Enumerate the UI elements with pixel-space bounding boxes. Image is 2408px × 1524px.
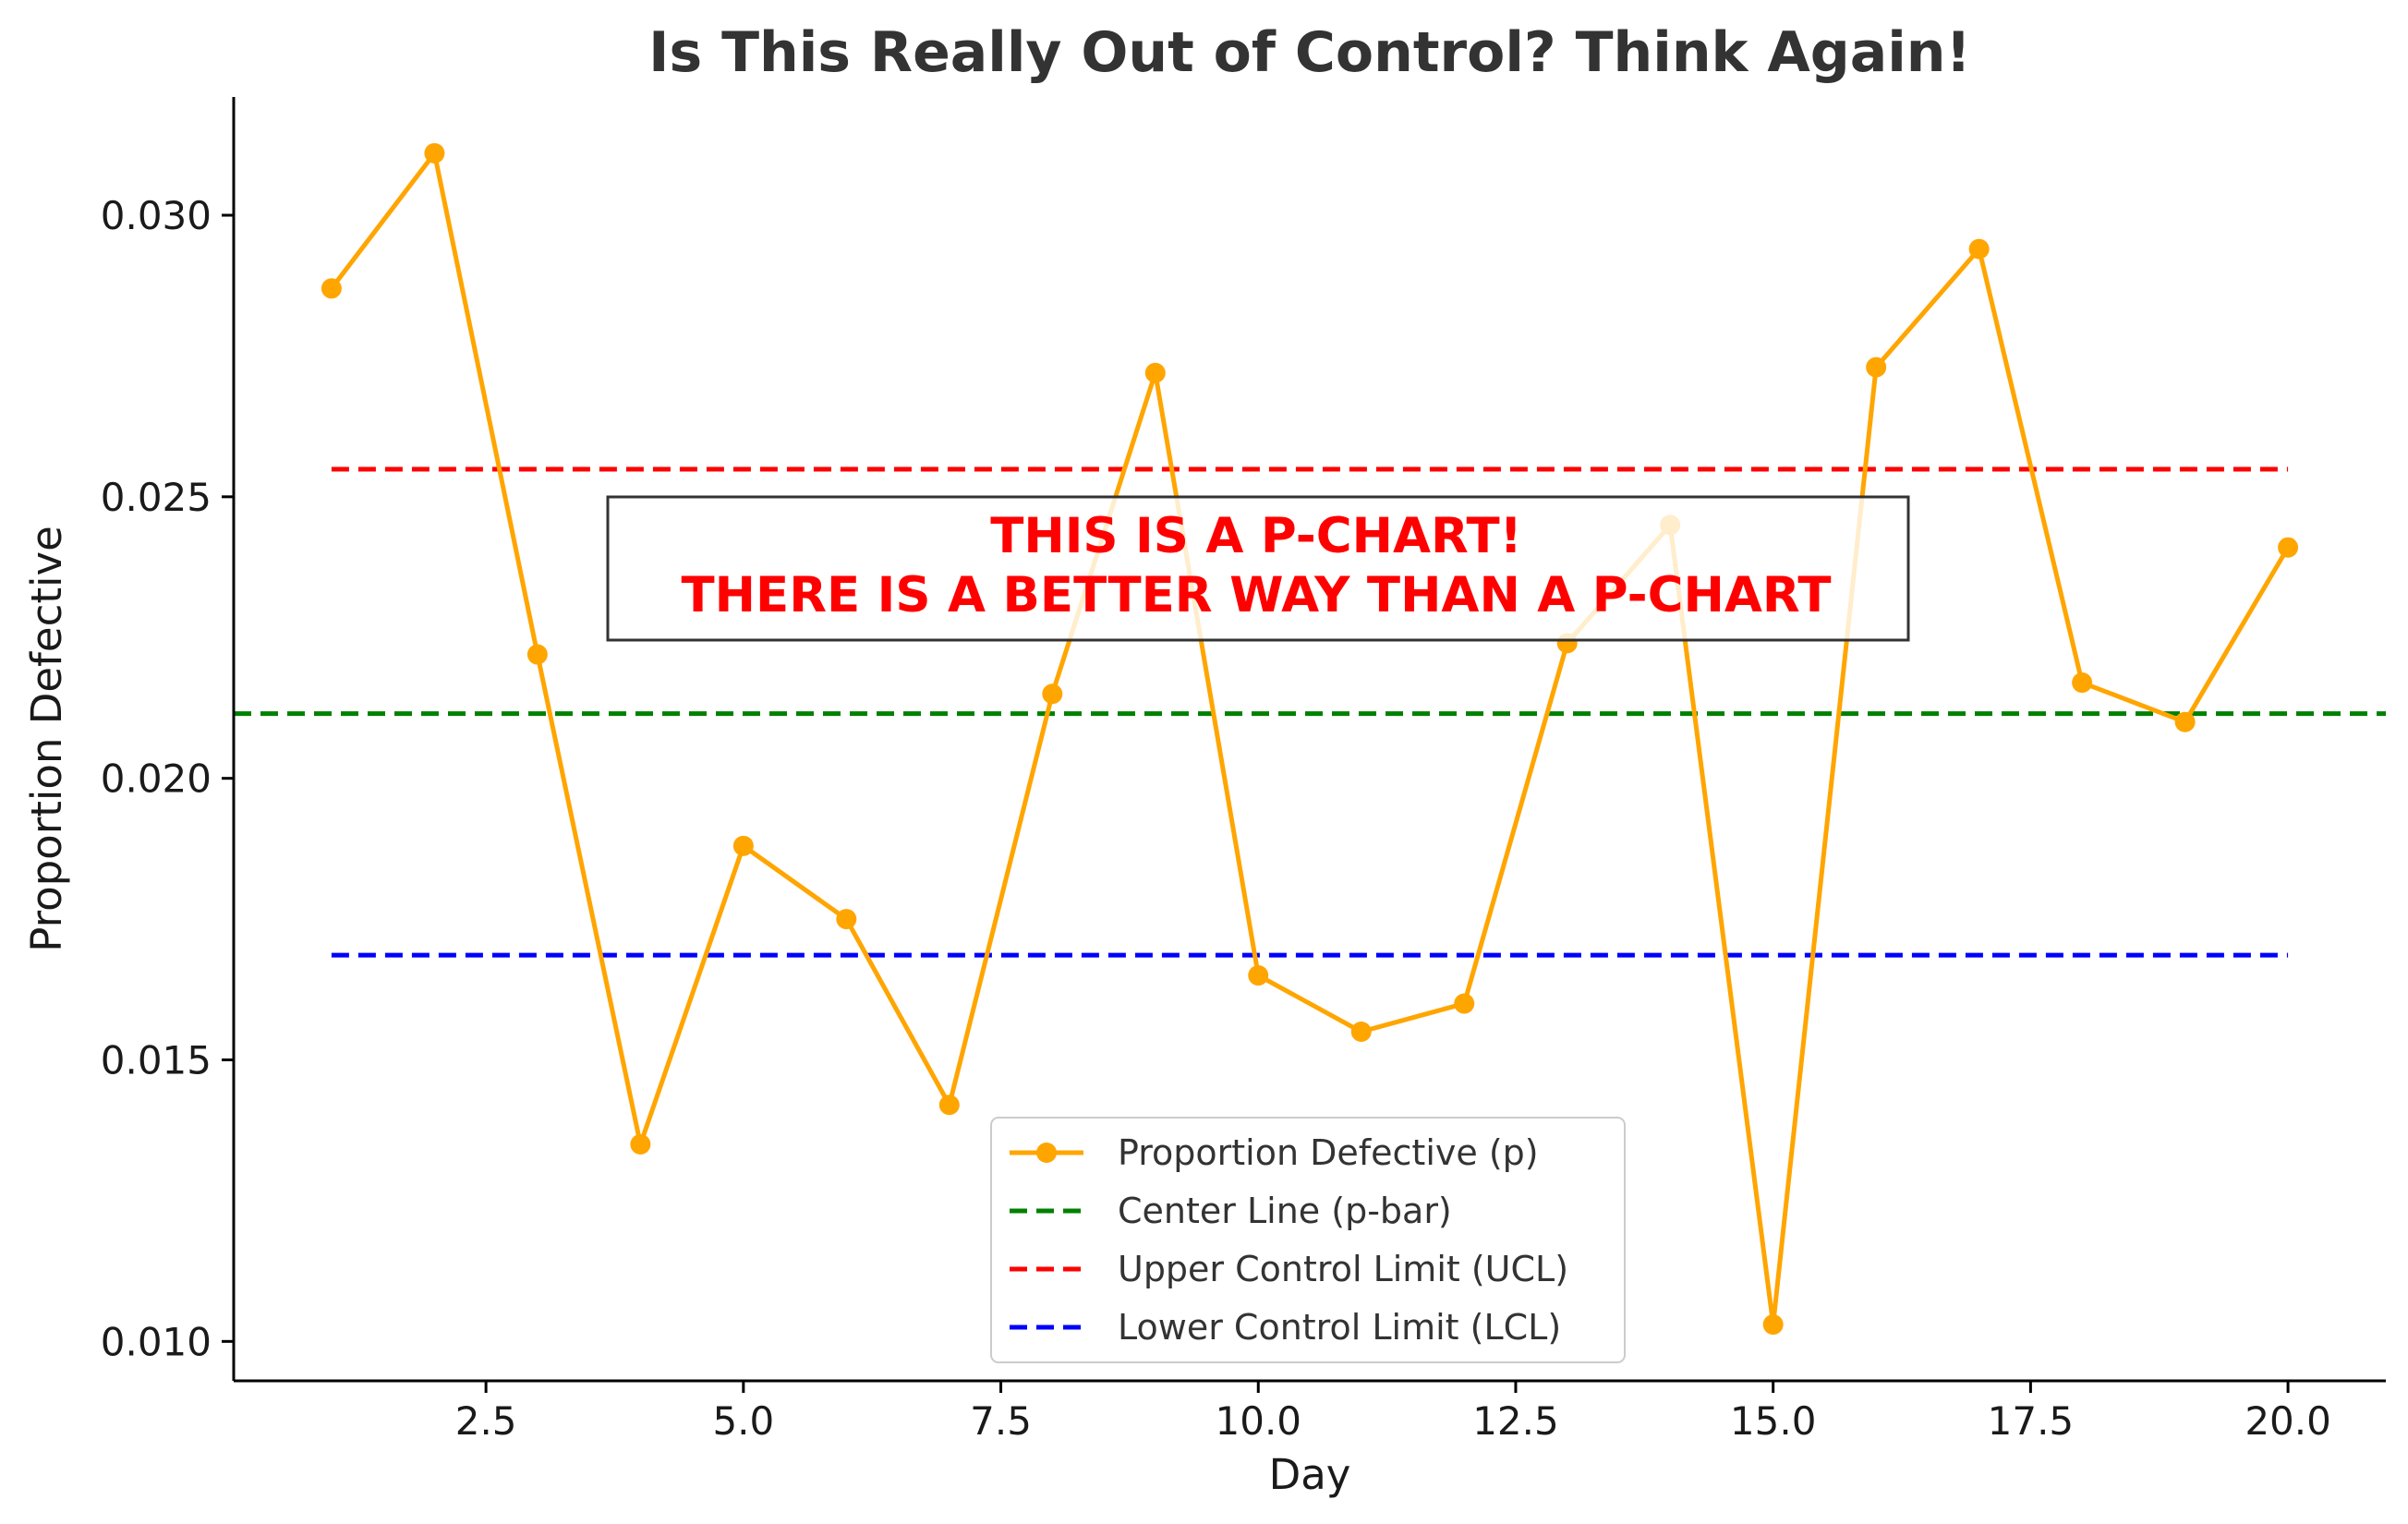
x-tick-label: 20.0 [2245, 1398, 2331, 1444]
data-point-day-7 [938, 1095, 960, 1116]
x-tick-label: 7.5 [970, 1398, 1032, 1444]
legend-label: Upper Control Limit (UCL) [1118, 1249, 1568, 1289]
x-tick-label: 10.0 [1216, 1398, 1302, 1444]
data-point-day-8 [1042, 683, 1063, 705]
x-tick-label: 5.0 [712, 1398, 774, 1444]
y-tick-label: 0.020 [101, 756, 212, 802]
data-point-day-6 [836, 909, 857, 930]
y-tick-label: 0.030 [101, 193, 212, 238]
legend-items: Proportion Defective (p) Center Line (p-b… [1010, 1132, 1568, 1348]
annotation-line-1: THIS IS A P-CHART! [990, 508, 1522, 564]
data-point-day-10 [1248, 965, 1269, 986]
legend-label: Lower Control Limit (LCL) [1118, 1307, 1561, 1348]
y-tick-label: 0.025 [101, 475, 212, 520]
x-tick-label: 2.5 [455, 1398, 517, 1444]
legend-label: Proportion Defective (p) [1118, 1132, 1539, 1173]
x-tick-label: 12.5 [1472, 1398, 1559, 1444]
x-axis-label: Day [1269, 1450, 1351, 1499]
data-point-day-4 [630, 1133, 651, 1155]
y-ticks: 0.010 0.015 0.020 0.025 0.030 [101, 193, 234, 1364]
annotation-box: THIS IS A P-CHART! THERE IS A BETTER WAY… [606, 495, 1910, 642]
annotation-line-2: THERE IS A BETTER WAY THAN A P-CHART [681, 567, 1831, 623]
data-point-day-3 [526, 644, 548, 665]
data-point-day-11 [1350, 1022, 1372, 1043]
chart-title: Is This Really Out of Control? Think Aga… [648, 20, 1971, 85]
data-point-day-19 [2174, 711, 2196, 732]
annotation-border [606, 495, 1910, 642]
y-tick-label: 0.010 [101, 1319, 212, 1364]
data-point-day-12 [1454, 993, 1475, 1014]
data-point-day-16 [1866, 357, 1887, 378]
series-layer [234, 142, 2386, 1336]
x-tick-label: 17.5 [1988, 1398, 2075, 1444]
legend-label: Center Line (p-bar) [1118, 1191, 1452, 1231]
y-axis-label: Proportion Defective [22, 526, 71, 952]
legend: Proportion Defective (p) Center Line (p-b… [990, 1117, 1626, 1363]
x-ticks: 2.5 5.0 7.5 10.0 12.5 15.0 17.5 20.0 [455, 1381, 2331, 1444]
data-point-day-17 [1968, 238, 1990, 260]
data-point-day-5 [732, 835, 754, 856]
x-tick-label: 15.0 [1730, 1398, 1817, 1444]
legend-marker [1036, 1143, 1057, 1163]
data-point-day-9 [1144, 362, 1166, 383]
legend-frame [990, 1117, 1626, 1363]
y-tick-label: 0.015 [101, 1038, 212, 1083]
data-point-day-20 [2278, 537, 2299, 558]
data-point-day-1 [321, 278, 342, 299]
data-point-day-18 [2072, 672, 2093, 694]
data-point-day-2 [424, 142, 445, 163]
data-point-day-15 [1762, 1314, 1784, 1336]
proportion-defective-line [329, 151, 2291, 1327]
